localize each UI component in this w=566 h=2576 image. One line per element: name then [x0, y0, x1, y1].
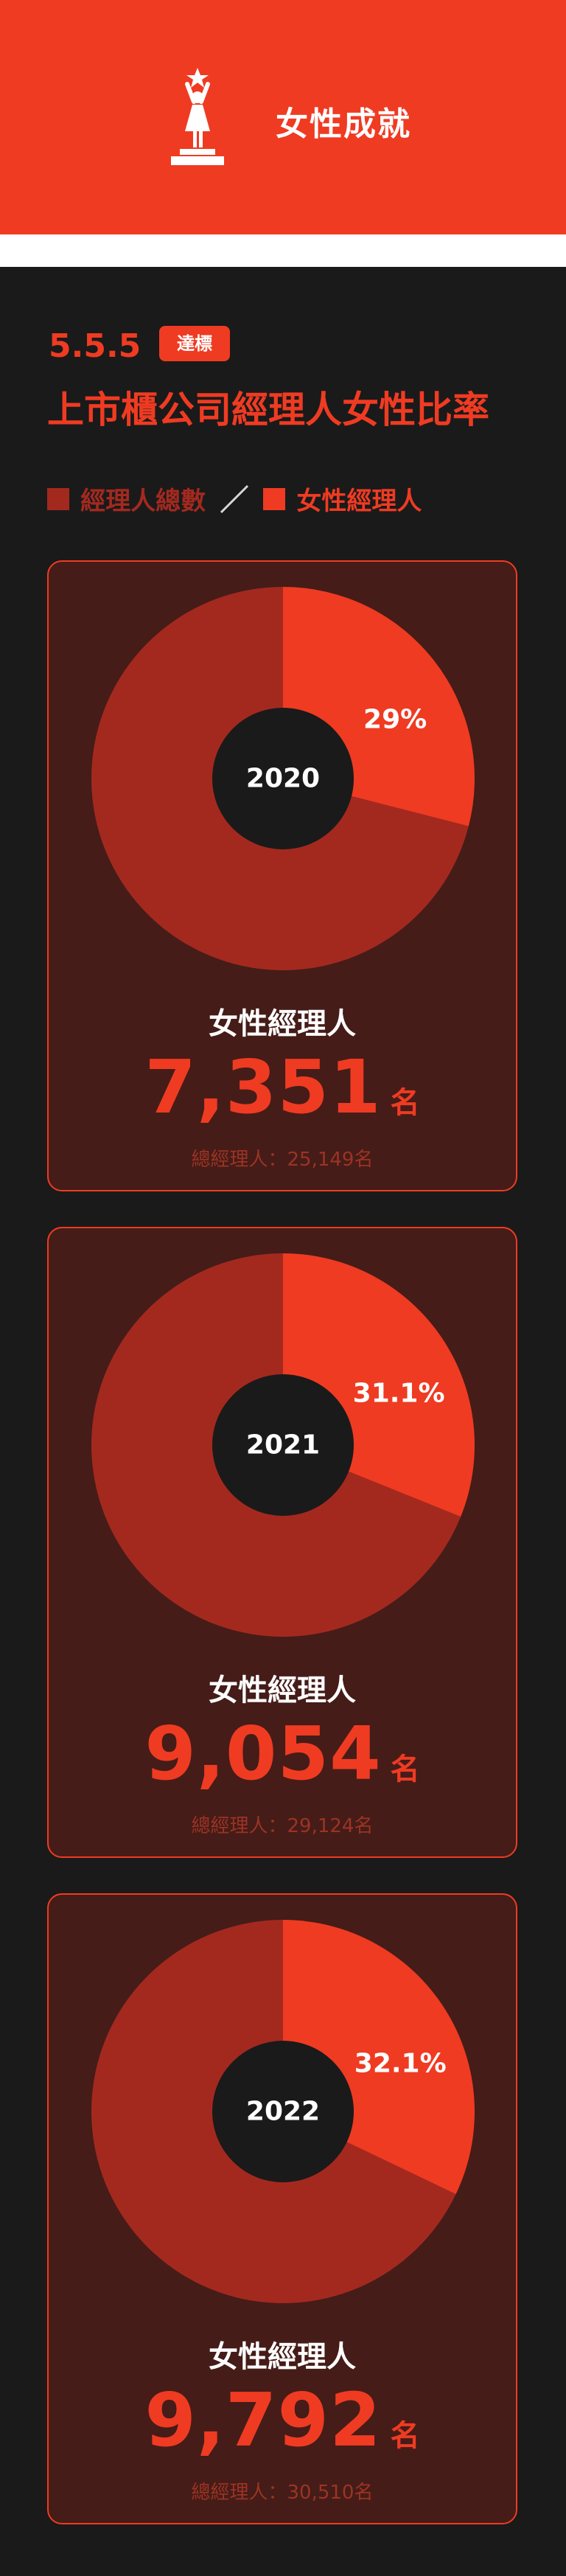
pie-chart: 32.1% 2022 — [91, 1920, 475, 2303]
pie-year-label: 2020 — [246, 764, 320, 794]
pie-year-label: 2021 — [246, 1430, 320, 1461]
count-line: 7,351 名 — [49, 1044, 516, 1130]
header-banner: 女性成就 — [0, 0, 566, 234]
legend-label-female: 女性經理人 — [296, 487, 422, 516]
female-count: 9,054 — [144, 1710, 382, 1797]
pie-percent-label: 32.1% — [354, 2048, 447, 2078]
count-unit: 名 — [390, 1752, 420, 1786]
total-managers-text: 總經理人：30,510名 — [191, 2482, 374, 2504]
total-managers-text: 總經理人：29,124名 — [191, 1815, 374, 1837]
card-label: 女性經理人 — [209, 2340, 356, 2374]
legend-separator — [220, 484, 249, 513]
pie-chart: 29% 2020 — [91, 587, 475, 970]
legend-swatch-total — [47, 487, 69, 510]
legend-swatch-female — [263, 487, 286, 510]
section-number: 5.5.5 — [49, 327, 142, 365]
header-title: 女性成就 — [276, 105, 411, 143]
divider-band — [0, 234, 566, 267]
woman-trophy-icon — [171, 68, 224, 165]
card-label: 女性經理人 — [209, 1674, 356, 1708]
female-count: 9,792 — [144, 2377, 382, 2463]
pie-percent-label: 29% — [363, 704, 427, 734]
legend: 經理人總數 女性經理人 — [47, 481, 422, 516]
year-card: 31.1% 2021 女性經理人 9,054 名 總經理人：29,124名 — [47, 1227, 517, 1858]
count-unit: 名 — [390, 2419, 420, 2453]
pie-center-hole — [212, 2041, 354, 2182]
pie-percent-label: 31.1% — [353, 1378, 445, 1408]
year-card: 29% 2020 女性經理人 7,351 名 總經理人：25,149名 — [47, 560, 517, 1191]
count-line: 9,792 名 — [49, 2377, 516, 2463]
pie-center-hole — [212, 1374, 354, 1516]
status-badge: 達標 — [159, 326, 230, 361]
female-count: 7,351 — [144, 1044, 382, 1130]
year-card: 32.1% 2022 女性經理人 9,792 名 總經理人：30,510名 — [47, 1893, 517, 2524]
total-managers-text: 總經理人：25,149名 — [191, 1149, 374, 1171]
chart-title: 上市櫃公司經理人女性比率 — [47, 389, 489, 431]
card-label: 女性經理人 — [209, 1007, 356, 1041]
count-unit: 名 — [390, 1086, 420, 1120]
legend-label-total: 經理人總數 — [80, 487, 206, 516]
pie-chart: 31.1% 2021 — [91, 1253, 475, 1637]
pie-center-hole — [212, 708, 354, 849]
count-line: 9,054 名 — [49, 1710, 516, 1797]
pie-year-label: 2022 — [246, 2097, 320, 2127]
